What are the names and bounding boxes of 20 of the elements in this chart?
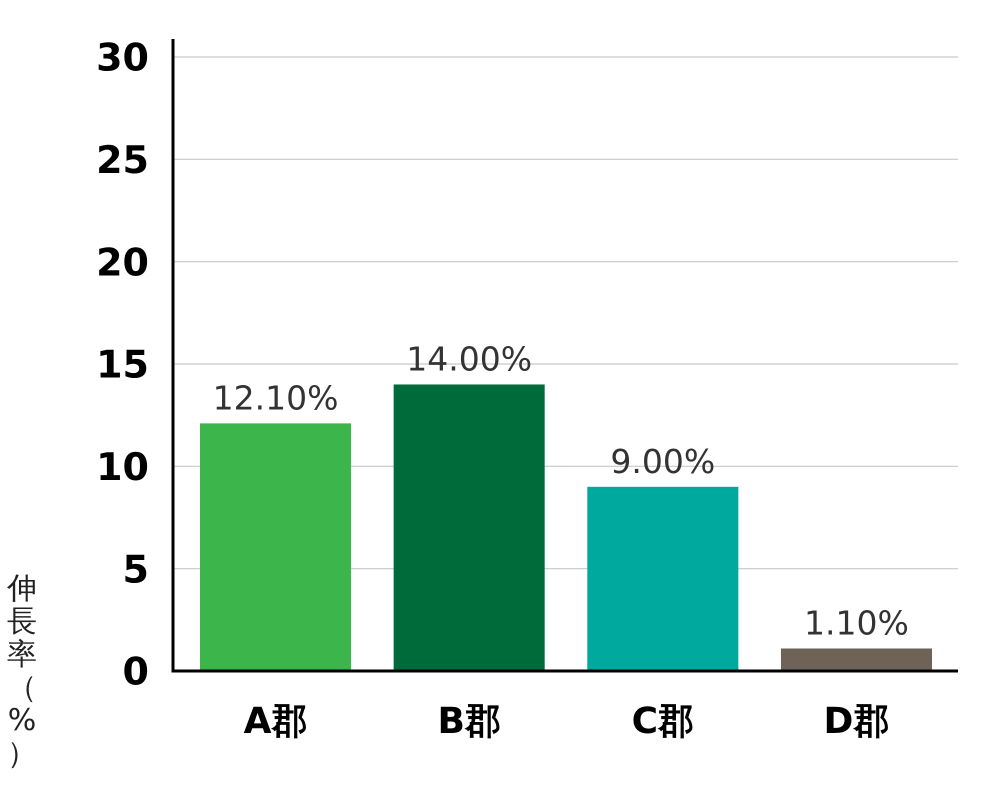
x-tick-label: D郡 — [824, 701, 890, 742]
bar — [587, 486, 738, 671]
y-tick-label: 15 — [96, 342, 149, 387]
bar — [780, 648, 932, 671]
y-tick-label: 30 — [96, 36, 149, 80]
x-tick-label: A郡 — [244, 701, 308, 742]
y-axis-title: 伸長率（%） — [6, 571, 37, 771]
y-tick-label: 0 — [122, 650, 149, 694]
data-label: 14.00% — [406, 339, 532, 378]
x-tick-label: C郡 — [632, 701, 694, 742]
y-tick-label: 5 — [122, 547, 149, 592]
bar — [200, 423, 352, 671]
y-tick-label: 25 — [96, 138, 149, 182]
data-label: 12.10% — [212, 378, 338, 418]
y-tick-label: 10 — [96, 445, 149, 490]
y-tick-label: 20 — [96, 240, 149, 284]
data-label: 1.10% — [804, 603, 909, 642]
bar — [394, 384, 545, 671]
x-tick-label: B郡 — [437, 701, 501, 742]
data-label: 9.00% — [610, 442, 716, 481]
